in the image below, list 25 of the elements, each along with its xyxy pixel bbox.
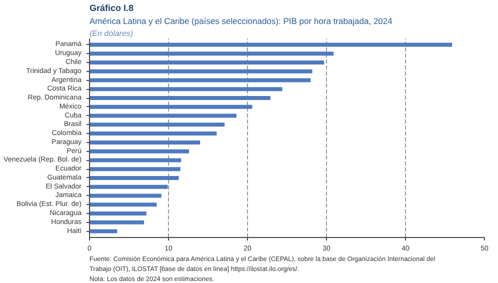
bar	[90, 122, 225, 127]
bar	[90, 167, 180, 172]
bar	[90, 60, 324, 64]
bar	[90, 114, 236, 118]
bar	[90, 176, 179, 180]
bar	[90, 104, 252, 109]
chart-subtitle: América Latina y el Caribe (países seleccionados): PIB por hora trabajada, 2024	[90, 16, 393, 26]
bar	[90, 158, 182, 162]
bar	[90, 194, 162, 198]
bar	[90, 140, 200, 144]
bar	[90, 220, 144, 224]
chart-title: Gráfico I.8	[90, 3, 134, 13]
bar	[90, 229, 118, 234]
text: (En dólares)	[90, 29, 134, 38]
bar	[90, 212, 146, 216]
bar	[90, 132, 217, 136]
bar	[90, 69, 312, 74]
bar	[90, 78, 311, 82]
bar	[90, 42, 452, 47]
bar	[90, 96, 270, 100]
bar	[90, 202, 157, 207]
bar	[90, 87, 282, 92]
bar	[90, 184, 168, 189]
bar	[90, 52, 334, 56]
bar	[90, 149, 190, 154]
